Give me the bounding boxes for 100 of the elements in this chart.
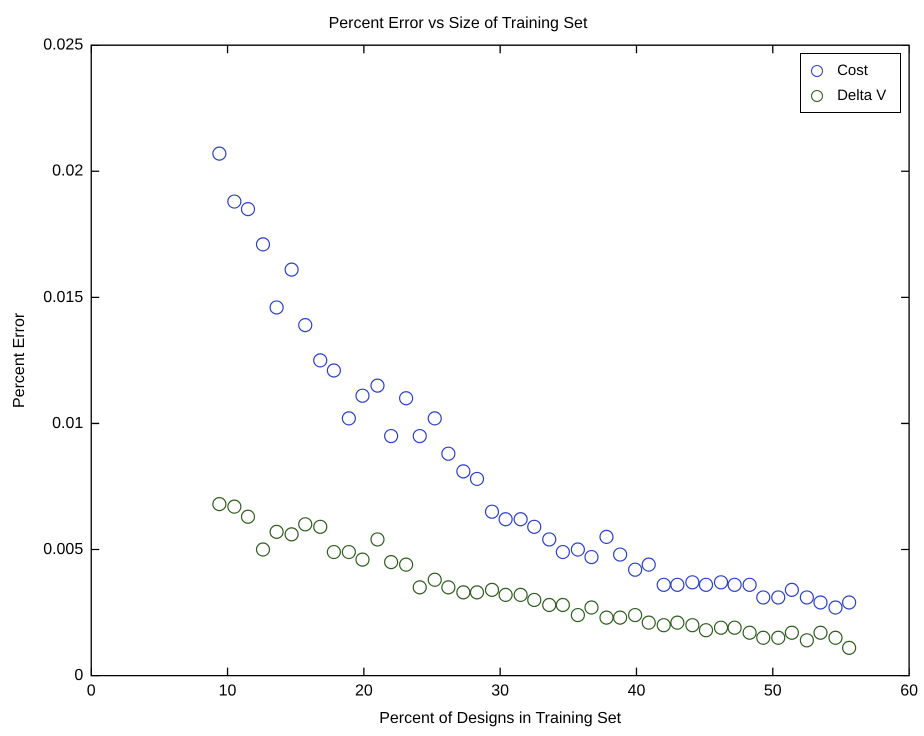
point	[542, 532, 556, 547]
point	[370, 378, 385, 393]
point	[642, 558, 656, 572]
point	[771, 590, 786, 605]
point	[570, 608, 585, 622]
point	[756, 590, 770, 605]
point	[828, 630, 843, 645]
point	[256, 237, 270, 252]
point	[456, 585, 470, 600]
point	[771, 630, 786, 645]
point	[813, 626, 828, 640]
point	[313, 520, 328, 534]
x-tick-label: 30	[491, 682, 510, 700]
point	[342, 411, 356, 426]
point	[370, 532, 385, 547]
point	[498, 512, 513, 526]
point	[498, 588, 513, 602]
point	[412, 580, 427, 594]
x-tick-label: 60	[900, 682, 918, 700]
point	[399, 558, 414, 572]
point	[256, 542, 270, 557]
point	[670, 578, 684, 592]
point	[470, 585, 484, 600]
x-tick-label: 20	[354, 682, 373, 700]
point	[456, 464, 470, 478]
point	[355, 552, 370, 567]
y-axis-title: Percent Error	[11, 312, 28, 408]
point	[628, 562, 642, 577]
point	[240, 510, 256, 524]
legend-label: Delta V	[837, 87, 886, 104]
x-tick-label: 40	[628, 682, 646, 700]
point	[670, 616, 684, 630]
point	[784, 582, 799, 597]
chart-title: Percent Error vs Size of Training Set	[328, 15, 588, 32]
point	[584, 600, 599, 615]
point	[441, 446, 456, 461]
point	[412, 428, 427, 444]
y-tick-label: 0.01	[52, 414, 84, 432]
y-tick-label: 0.025	[43, 36, 84, 54]
point	[298, 318, 312, 332]
point	[842, 595, 856, 610]
point	[284, 527, 299, 542]
y-tick-label: 0.005	[43, 540, 84, 558]
point	[227, 194, 242, 209]
point	[399, 391, 414, 406]
point	[728, 578, 742, 592]
point	[428, 411, 442, 426]
y-tick-label: 0.015	[43, 288, 84, 306]
point	[599, 530, 614, 544]
point	[428, 572, 442, 587]
point	[527, 592, 542, 608]
point	[514, 512, 528, 526]
point	[756, 630, 770, 645]
point	[714, 620, 728, 635]
point	[527, 520, 542, 534]
point	[628, 608, 642, 622]
point	[742, 578, 757, 592]
x-tick-label: 50	[764, 682, 782, 700]
y-tick-label: 0.02	[52, 162, 84, 180]
point	[570, 542, 585, 557]
point	[355, 388, 370, 403]
point	[742, 626, 757, 640]
x-tick-label: 0	[86, 682, 96, 700]
point	[685, 575, 700, 590]
point	[270, 300, 284, 315]
point	[542, 598, 556, 612]
point	[698, 578, 714, 592]
point	[642, 616, 656, 630]
point	[714, 575, 728, 590]
point	[484, 504, 500, 519]
x-tick-label: 10	[218, 682, 237, 700]
point	[227, 500, 242, 514]
point	[441, 580, 456, 594]
point	[313, 353, 328, 368]
point	[599, 610, 614, 625]
point	[240, 202, 256, 216]
point	[685, 618, 700, 632]
point	[212, 146, 226, 161]
point	[828, 600, 843, 615]
point	[813, 595, 828, 610]
point	[470, 472, 484, 486]
point	[514, 588, 528, 602]
point	[342, 544, 356, 560]
point	[784, 626, 799, 640]
point	[656, 578, 671, 592]
point	[326, 363, 341, 378]
point	[613, 610, 628, 625]
x-axis-title: Percent of Designs in Training Set	[379, 710, 622, 727]
point	[728, 620, 742, 635]
point	[800, 590, 814, 605]
point	[842, 640, 856, 655]
point	[556, 544, 570, 560]
point	[584, 550, 599, 564]
point	[556, 598, 570, 612]
point	[284, 262, 299, 277]
point	[484, 582, 500, 597]
point	[326, 544, 341, 560]
legend-label: Cost	[837, 62, 868, 80]
y-tick-label: 0	[74, 667, 84, 684]
point	[384, 428, 398, 444]
